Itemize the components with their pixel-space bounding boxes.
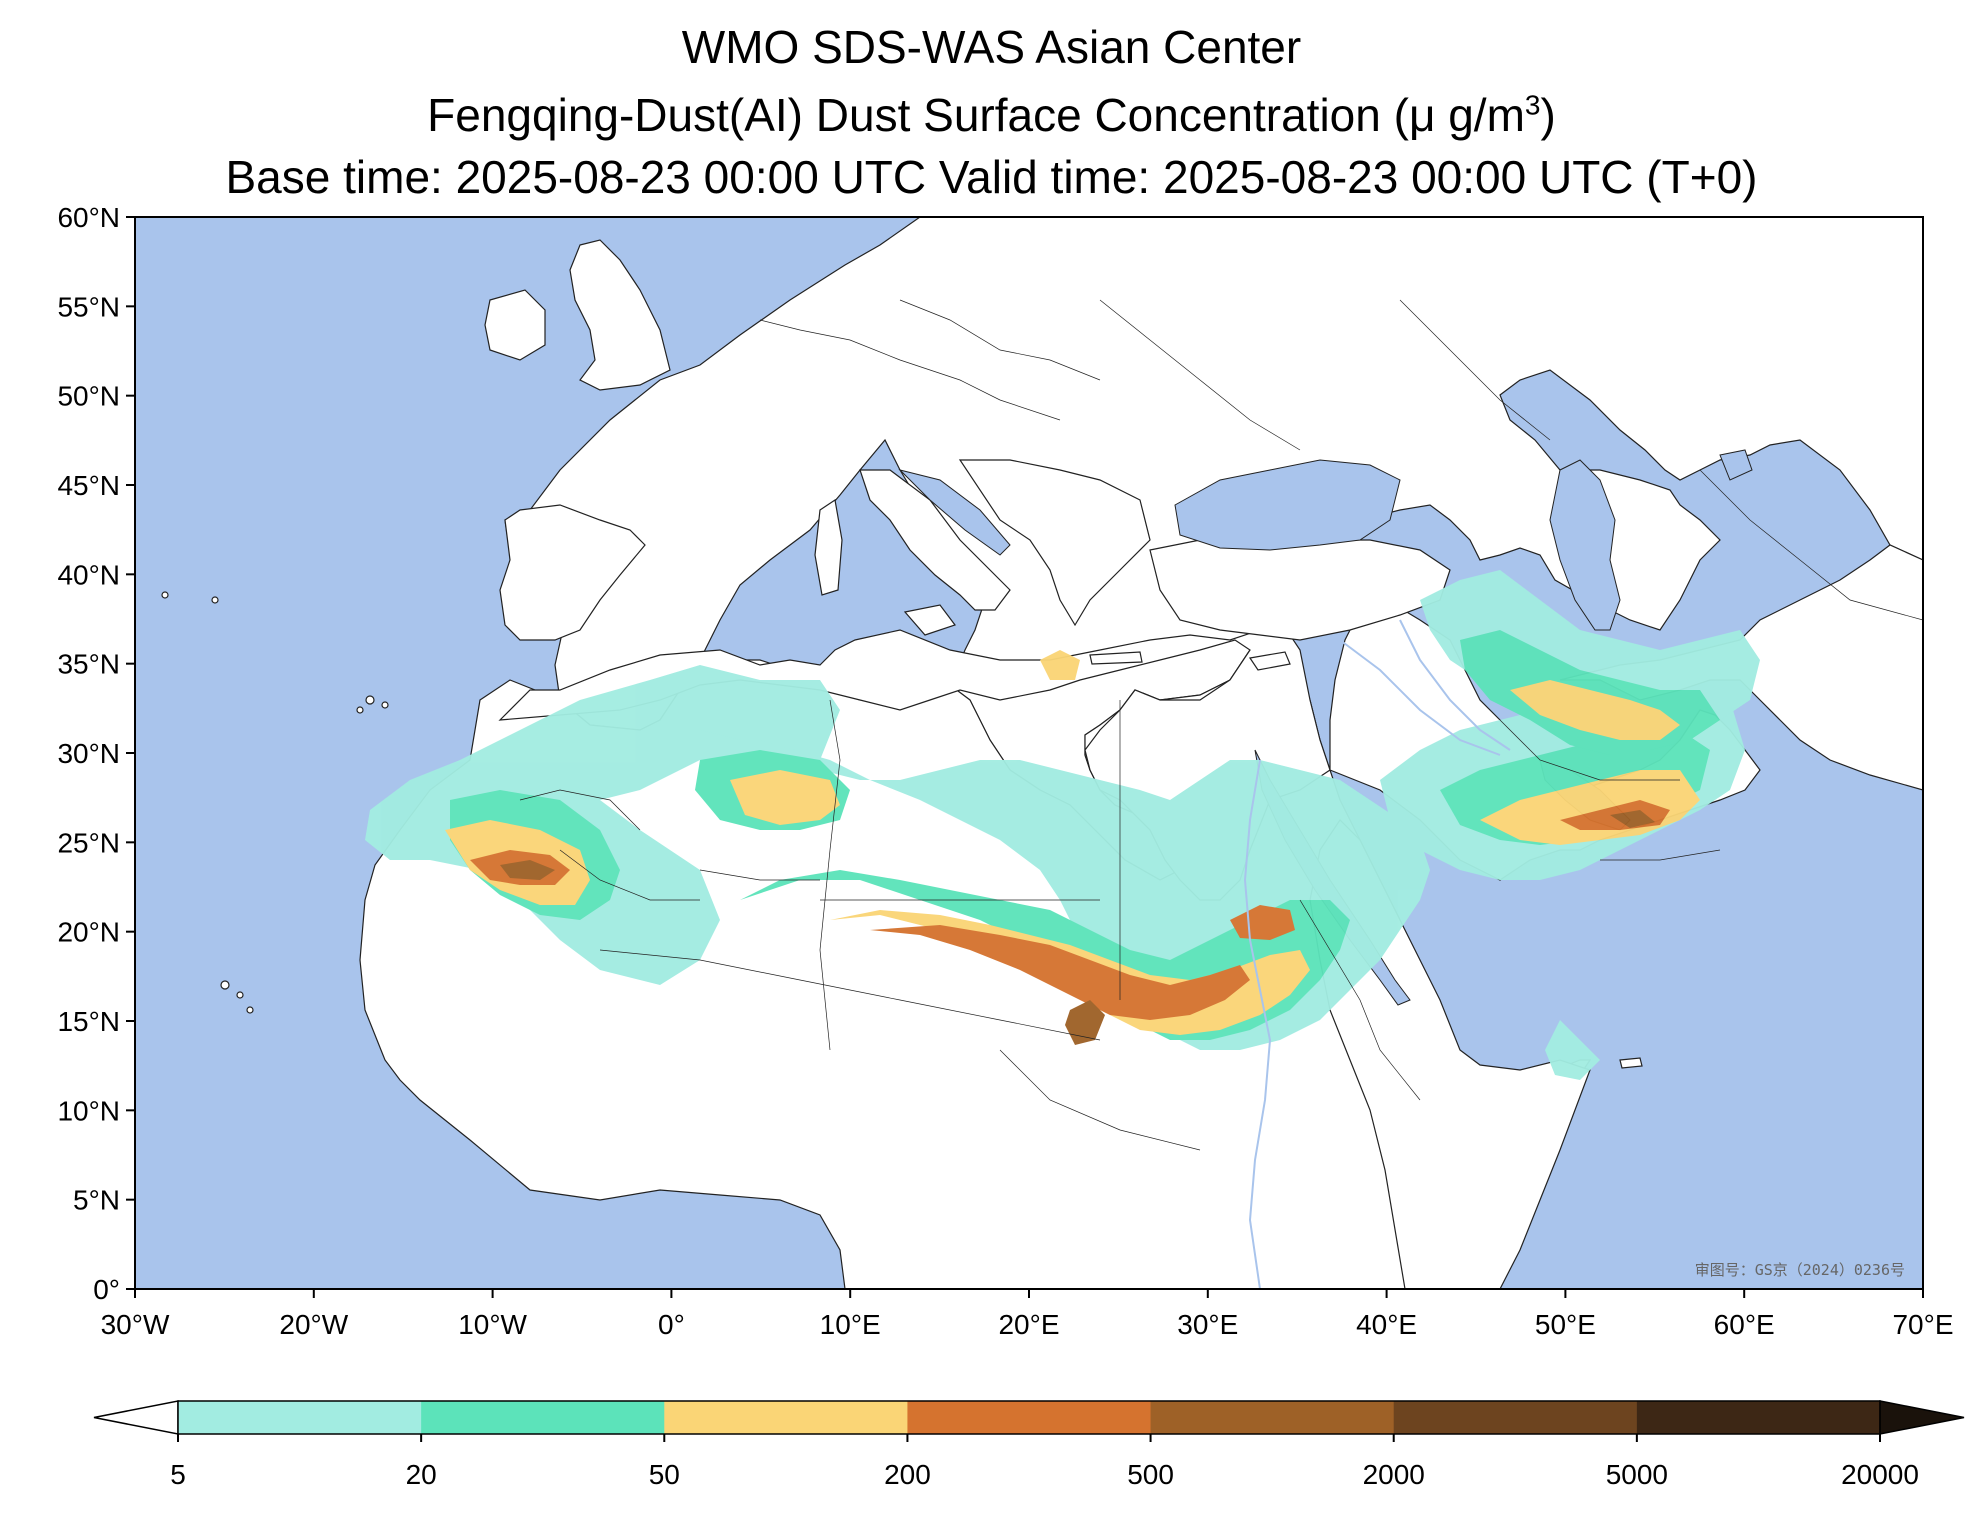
longitude-tick-label: 70°E [1892,1309,1953,1340]
longitude-axis: 30°W 20°W 10°W 0° 10°E 20°E 30°E 40°E 50°E 60°E 70… [101,1289,1954,1340]
longitude-tick-label: 20°E [998,1309,1059,1340]
colorbar-segment [907,1401,1152,1434]
colorbar-tick-label: 5 [170,1459,186,1490]
adriatic-sea [898,469,1011,556]
latitude-tick-label: 60°N [57,202,120,233]
longitude-tick-label: 50°E [1535,1309,1596,1340]
dust-contours [365,570,1760,1080]
latitude-tick-label: 10°N [57,1095,120,1126]
colorbar: 5 20 50 200 500 2000 5000 20000 [93,1400,1965,1490]
latitude-tick-label: 15°N [57,1006,120,1037]
title-line-2-end: ) [1540,89,1556,141]
longitude-tick-label: 20°W [279,1309,348,1340]
colorbar-tick-label: 20000 [1841,1459,1919,1490]
colorbar-segment [664,1401,908,1434]
longitude-tick-label: 30°W [101,1309,170,1340]
iberia-landmass [499,504,646,641]
black-sea [1174,459,1401,551]
crete-landmass [1089,651,1143,665]
latitude-tick-label: 30°N [57,738,120,769]
colorbar-segment [421,1401,665,1434]
longitude-tick-label: 10°E [820,1309,881,1340]
rivers [1243,619,1511,1289]
dust-level-500-2000 [500,810,1655,1045]
latitude-tick-label: 50°N [57,381,120,412]
longitude-tick-label: 10°W [458,1309,527,1340]
balkans-greece-landmass [958,459,1151,627]
colorbar-tick-label: 50 [649,1459,680,1490]
longitude-tick-label: 0° [658,1309,685,1340]
map-plot-area [161,217,1923,1289]
colorbar-extend-low [93,1400,179,1435]
aral-sea [1719,449,1753,481]
sicily-landmass [903,604,956,636]
title-line-2-main: Fengqing-Dust(AI) Dust Surface Concentra… [427,89,1525,141]
latitude-tick-label: 25°N [57,827,120,858]
colorbar-segment [1150,1401,1395,1434]
great-britain-landmass [569,239,671,391]
longitude-tick-label: 30°E [1177,1309,1238,1340]
latitude-tick-label: 35°N [57,649,120,680]
latitude-tick-label: 0° [93,1274,120,1305]
map-approval-stamp: 审图号：GS京（2024）0236号 [1695,1261,1905,1279]
latitude-tick-label: 40°N [57,559,120,590]
title-line-3: Base time: 2025-08-23 00:00 UTC Valid ti… [225,151,1758,203]
caspian-sea [1549,459,1621,631]
title-line-2: Fengqing-Dust(AI) Dust Surface Concentra… [0,88,1983,142]
latitude-tick-label: 20°N [57,917,120,948]
italy-landmass [859,469,1011,611]
longitude-tick-label: 60°E [1714,1309,1775,1340]
latitude-tick-label: 55°N [57,291,120,322]
latitude-tick-label: 45°N [57,470,120,501]
title-line-2-superscript: 3 [1524,89,1541,121]
ireland-landmass [484,289,546,361]
longitude-tick-label: 40°E [1356,1309,1417,1340]
latitude-tick-label: 5°N [73,1185,120,1216]
colorbar-segment [1636,1401,1881,1434]
colorbar-tick-label: 2000 [1363,1459,1425,1490]
colorbar-outline [177,1400,1881,1435]
colorbar-extend-high [1879,1400,1965,1435]
colorbar-tick-label: 200 [884,1459,931,1490]
colorbar-tick-label: 5000 [1606,1459,1668,1490]
socotra-landmass [1619,1057,1643,1069]
title-line-1: WMO SDS-WAS Asian Center [681,21,1302,73]
colorbar-segment [178,1401,422,1434]
sardinia-corsica-landmass [814,498,843,596]
latitude-axis: 60°N 55°N 50°N 45°N 40°N 35°N 30°N 25°N 20°N 15°N… [57,202,135,1305]
country-borders [519,299,1923,1151]
colorbar-tick-label: 500 [1127,1459,1174,1490]
cyprus-landmass [1248,651,1291,671]
colorbar-tick-label: 20 [406,1459,437,1490]
colorbar-segment [1393,1401,1638,1434]
